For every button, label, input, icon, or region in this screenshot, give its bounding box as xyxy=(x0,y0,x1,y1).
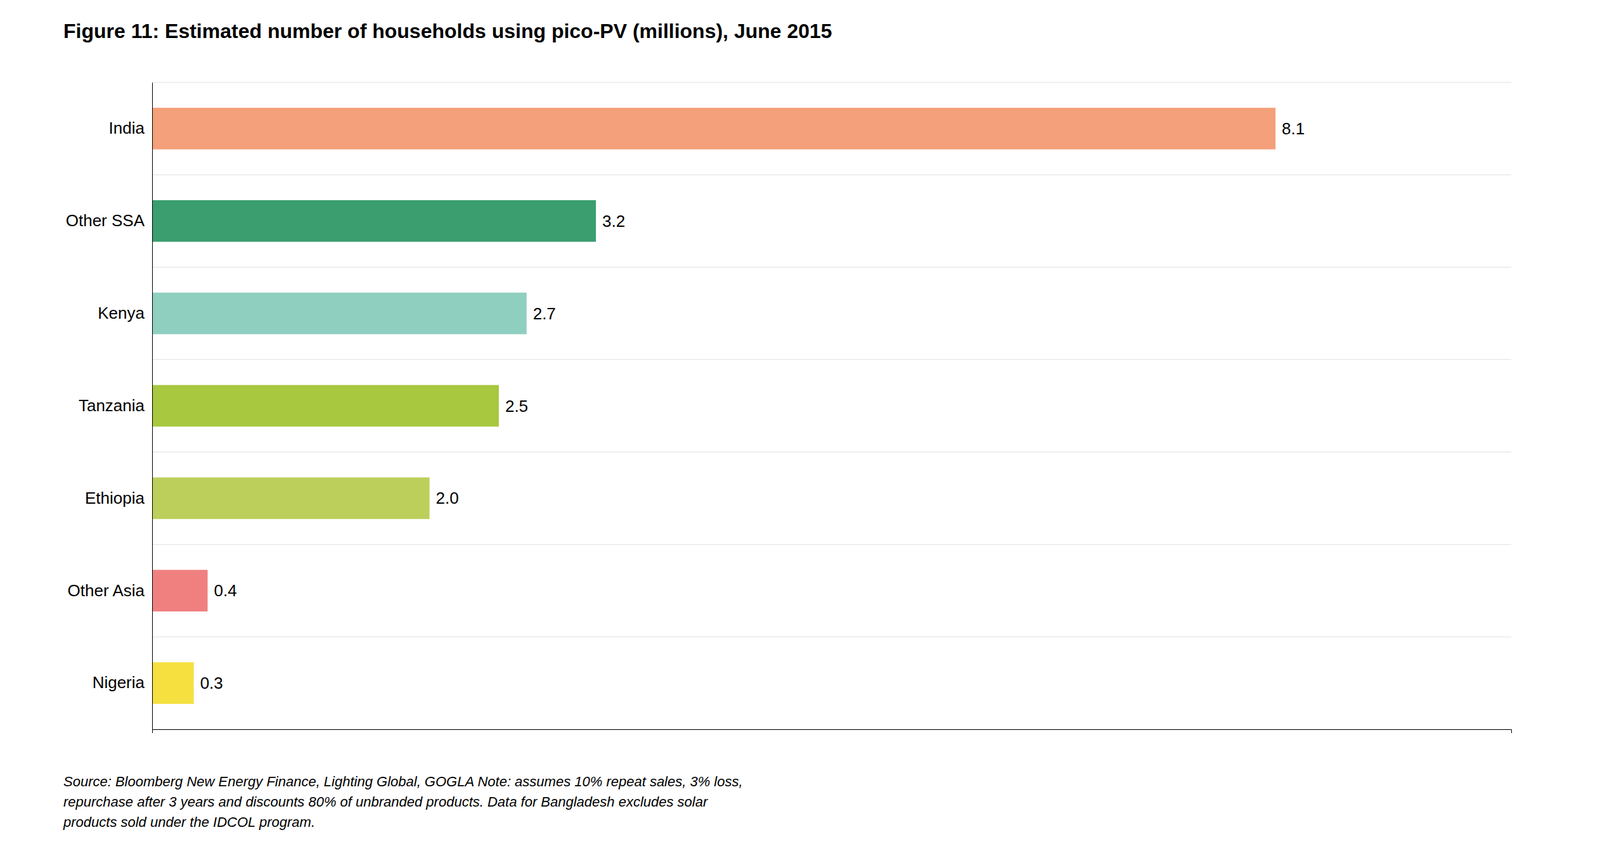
bar xyxy=(152,107,1276,150)
data-label: 2.0 xyxy=(436,488,459,508)
data-label: 2.5 xyxy=(505,396,529,416)
separator xyxy=(152,174,1512,175)
data-label: 8.1 xyxy=(1281,119,1305,139)
y-tick: Kenya xyxy=(97,303,145,323)
y-tick-label: Other SSA xyxy=(65,211,146,231)
separators xyxy=(152,82,1512,730)
annotation-line: repurchase after 3 years and discounts 8… xyxy=(63,794,709,811)
chart: Figure 11: Estimated number of household… xyxy=(0,0,1600,856)
bar xyxy=(152,200,596,243)
bar xyxy=(152,385,499,428)
data-label: 0.4 xyxy=(214,581,238,601)
y-tick-label: Nigeria xyxy=(92,673,146,693)
x-axis xyxy=(152,730,1512,735)
data-label: 0.3 xyxy=(200,673,224,693)
separator xyxy=(152,82,1512,84)
separator xyxy=(152,266,1512,268)
y-tick-label: India xyxy=(109,118,146,138)
separator xyxy=(152,359,1512,361)
y-tick: Other SSA xyxy=(65,211,146,231)
data-labels: 8.1 3.2 2.7 2.5 2.0 0.4 0.3 xyxy=(200,119,1306,693)
data-label: 2.7 xyxy=(533,304,556,324)
annotation-line: Source: Bloomberg New Energy Finance, Li… xyxy=(63,774,743,790)
y-tick: India xyxy=(109,118,146,138)
separator xyxy=(152,637,1512,638)
bar xyxy=(152,662,194,705)
separator xyxy=(152,544,1512,546)
annotation-line: products sold under the IDCOL program. xyxy=(62,814,316,831)
y-tick: Tanzania xyxy=(78,396,146,416)
bar xyxy=(152,292,527,335)
y-tick: Nigeria xyxy=(92,673,146,693)
data-label: 3.2 xyxy=(602,211,626,231)
title: Figure 11: Estimated number of household… xyxy=(63,19,833,43)
y-tick-label: Kenya xyxy=(97,303,145,323)
y-tick-label: Ethiopia xyxy=(84,488,145,508)
annotation: Source: Bloomberg New Energy Finance, Li… xyxy=(62,774,743,831)
bars xyxy=(152,107,1276,705)
y-tick: Other Asia xyxy=(67,581,146,601)
y-axis: India Other SSA Kenya Tanzania Ethiopia Other… xyxy=(65,83,153,731)
bar xyxy=(152,569,208,612)
bar xyxy=(152,477,430,520)
y-axis-line xyxy=(152,83,153,731)
separator xyxy=(152,451,1512,453)
plot: 8.1 3.2 2.7 2.5 2.0 0.4 0.3 India Other SSA Kenya… xyxy=(65,82,1512,734)
x-axis-line xyxy=(152,730,1512,735)
y-tick-label: Tanzania xyxy=(78,396,146,416)
y-tick-label: Other Asia xyxy=(67,581,146,601)
y-tick: Ethiopia xyxy=(84,488,145,508)
